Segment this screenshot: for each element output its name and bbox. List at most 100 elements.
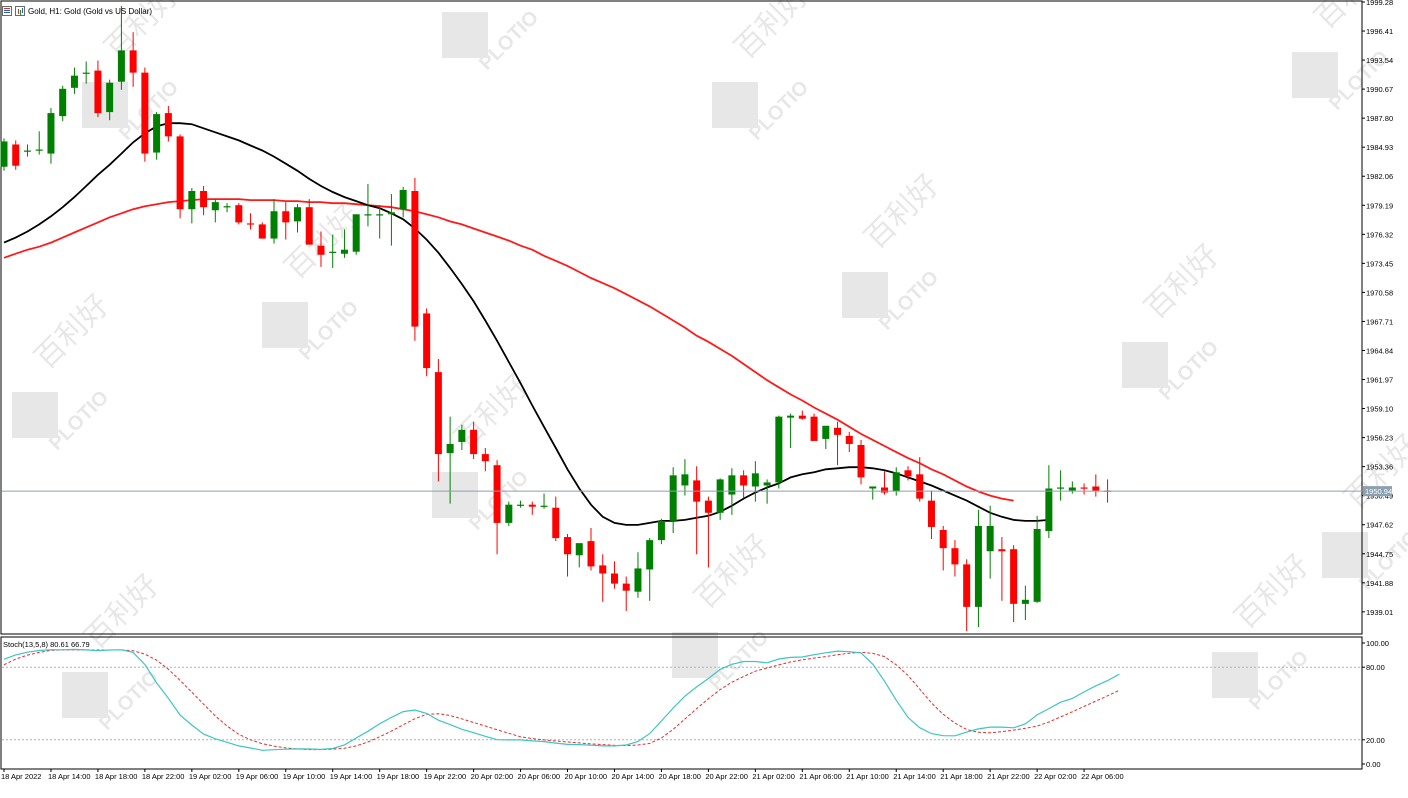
candle[interactable] — [657, 518, 665, 545]
candle[interactable] — [1033, 515, 1041, 603]
candle[interactable] — [23, 144, 31, 157]
candle[interactable] — [258, 222, 266, 239]
candle[interactable] — [270, 199, 278, 244]
candle[interactable] — [704, 496, 712, 568]
candle[interactable] — [552, 496, 560, 542]
candle[interactable] — [845, 431, 853, 453]
candle[interactable] — [129, 32, 137, 87]
candle[interactable] — [364, 183, 372, 227]
candle[interactable] — [751, 461, 759, 502]
candle[interactable] — [176, 134, 184, 219]
candle[interactable] — [505, 501, 513, 526]
candle[interactable] — [798, 410, 806, 420]
candle[interactable] — [188, 187, 196, 224]
candle[interactable] — [517, 500, 525, 508]
candle[interactable] — [646, 538, 654, 601]
candle[interactable] — [493, 460, 501, 555]
bar-chart-icon[interactable] — [15, 6, 25, 16]
candle[interactable] — [481, 448, 489, 472]
candle[interactable] — [575, 543, 583, 568]
candle[interactable] — [540, 493, 548, 509]
candle[interactable] — [716, 478, 724, 520]
candle-body — [47, 113, 55, 154]
candle[interactable] — [681, 459, 689, 496]
candle[interactable] — [35, 131, 43, 155]
candle[interactable] — [59, 85, 67, 122]
candle[interactable] — [446, 416, 454, 504]
candle[interactable] — [352, 214, 360, 255]
candle[interactable] — [70, 67, 78, 94]
candle[interactable] — [1021, 585, 1029, 621]
candle[interactable] — [951, 540, 959, 577]
candle[interactable] — [470, 421, 478, 460]
candle[interactable] — [974, 509, 982, 628]
candle[interactable] — [294, 204, 301, 233]
time-tick-label: 20 Apr 02:00 — [471, 772, 514, 781]
candle[interactable] — [1057, 470, 1065, 501]
candle[interactable] — [164, 106, 172, 142]
candle[interactable] — [740, 470, 748, 498]
candle[interactable] — [587, 527, 595, 571]
candle[interactable] — [423, 308, 431, 377]
candle[interactable] — [1045, 465, 1053, 539]
candle[interactable] — [282, 202, 290, 240]
candle[interactable] — [810, 413, 818, 441]
candle[interactable] — [963, 559, 971, 632]
candle[interactable] — [916, 457, 924, 502]
candle[interactable] — [610, 561, 618, 589]
candle[interactable] — [106, 79, 114, 121]
candle[interactable] — [857, 439, 865, 485]
candle[interactable] — [1080, 483, 1088, 495]
candle[interactable] — [986, 505, 994, 579]
time-tick-label: 19 Apr 14:00 — [330, 772, 373, 781]
candle[interactable] — [211, 199, 219, 223]
candle[interactable] — [458, 424, 466, 451]
candle[interactable] — [998, 537, 1006, 601]
candle[interactable] — [399, 186, 407, 218]
candle[interactable] — [869, 486, 877, 500]
candle[interactable] — [564, 534, 572, 577]
candle[interactable] — [82, 61, 90, 84]
candle[interactable] — [599, 554, 607, 602]
candle[interactable] — [622, 576, 630, 611]
candle[interactable] — [1068, 481, 1076, 494]
candle-body — [834, 427, 842, 435]
candle[interactable] — [340, 229, 348, 258]
candle[interactable] — [305, 199, 313, 245]
candle[interactable] — [834, 421, 842, 466]
candle[interactable] — [939, 525, 947, 571]
candle[interactable] — [94, 60, 102, 118]
candle[interactable] — [200, 185, 208, 216]
candle[interactable] — [528, 501, 536, 515]
candle-body — [845, 435, 853, 444]
candle[interactable] — [634, 552, 642, 598]
candle[interactable] — [235, 203, 243, 225]
candle[interactable] — [329, 234, 337, 268]
candle[interactable] — [434, 358, 442, 482]
candle[interactable] — [376, 205, 384, 239]
candle[interactable] — [669, 467, 677, 534]
candle[interactable] — [12, 140, 20, 170]
candle[interactable] — [822, 425, 830, 450]
candle[interactable] — [927, 490, 935, 540]
price-tick-label: 1990.67 — [1366, 85, 1393, 94]
candle[interactable] — [247, 213, 255, 230]
candle[interactable] — [223, 203, 231, 213]
candle[interactable] — [787, 413, 795, 449]
candle[interactable] — [387, 194, 395, 246]
watermark-logo-icon — [712, 82, 758, 128]
candle[interactable] — [1010, 545, 1018, 623]
candle[interactable] — [47, 108, 55, 164]
candle[interactable] — [693, 466, 701, 555]
candle[interactable] — [153, 112, 161, 160]
chart-menu-icon[interactable] — [2, 6, 12, 16]
candle[interactable] — [904, 466, 912, 481]
candle[interactable] — [141, 67, 149, 162]
candle[interactable] — [411, 177, 419, 341]
candle[interactable] — [1092, 474, 1100, 497]
candle[interactable] — [0, 138, 8, 171]
candle[interactable] — [775, 415, 783, 489]
candle[interactable] — [317, 231, 325, 267]
candle[interactable] — [117, 5, 125, 90]
